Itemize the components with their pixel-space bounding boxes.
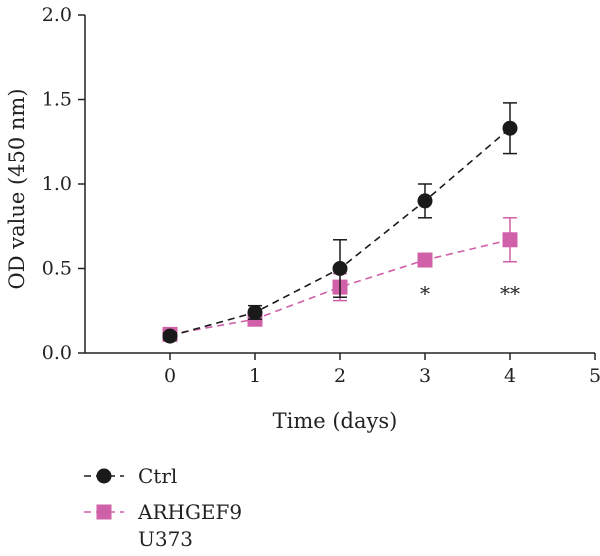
y-tick-label: 2.0	[42, 4, 72, 26]
data-point	[417, 252, 433, 268]
data-point	[417, 193, 433, 209]
x-tick-label: 1	[249, 365, 261, 387]
data-point	[502, 232, 518, 248]
legend-label: Ctrl	[138, 464, 177, 488]
x-tick-label: 2	[334, 365, 346, 387]
y-tick-label: 0.5	[42, 258, 72, 280]
data-point	[502, 120, 518, 136]
x-tick-label: 5	[589, 365, 600, 387]
y-tick-label: 0.0	[42, 342, 72, 364]
legend-item-arhgef9: ARHGEF9	[84, 500, 242, 524]
legend-marker	[96, 504, 112, 520]
legend: Ctrl ARHGEF9 U373	[84, 464, 242, 551]
chart-marks: * **	[162, 102, 520, 344]
significance-label: **	[500, 281, 520, 305]
legend-marker	[96, 468, 112, 484]
legend-extra-label: U373	[138, 527, 193, 551]
x-tick-label: 0	[164, 365, 176, 387]
data-point	[162, 328, 178, 344]
series-line	[169, 127, 511, 337]
x-axis-title: Time (days)	[273, 409, 398, 433]
legend-item-ctrl: Ctrl	[84, 464, 177, 488]
y-axis-title: OD value (450 nm)	[5, 88, 29, 289]
series-ctrl	[162, 102, 518, 344]
x-tick-label: 3	[419, 365, 431, 387]
data-point	[247, 304, 263, 320]
y-tick-label: 1.0	[42, 173, 72, 195]
axes: 0.0 0.5 1.0 1.5 2.0 0 1 2 3 4 5 Time (days) OD value…	[5, 4, 600, 433]
significance-label: *	[420, 281, 430, 305]
data-point	[332, 261, 348, 276]
x-tick-label: 4	[504, 365, 516, 387]
legend-label: ARHGEF9	[137, 500, 242, 524]
y-tick-label: 1.5	[42, 89, 72, 111]
